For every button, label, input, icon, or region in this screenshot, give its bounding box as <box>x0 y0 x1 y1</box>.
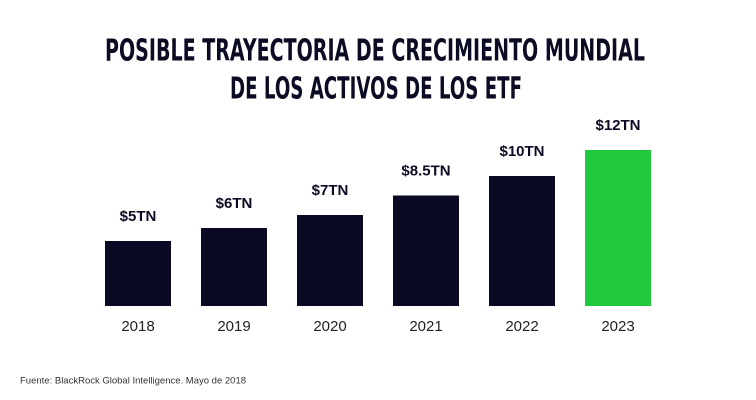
value-label: $5TN <box>120 208 157 225</box>
chart-title: DE LOS ACTIVOS DE LOS ETF <box>230 72 522 107</box>
bar <box>105 241 171 306</box>
bar <box>489 176 555 306</box>
x-tick-label: 2021 <box>409 318 442 335</box>
chart-title: POSIBLE TRAYECTORIA DE CRECIMIENTO MUNDI… <box>105 34 645 69</box>
x-tick-label: 2022 <box>505 318 538 335</box>
bar <box>201 228 267 306</box>
value-label: $7TN <box>312 182 349 199</box>
value-label: $6TN <box>216 195 253 212</box>
x-tick-label: 2019 <box>217 318 250 335</box>
x-tick-label: 2023 <box>601 318 634 335</box>
bar <box>393 195 459 306</box>
value-label: $10TN <box>499 143 544 160</box>
value-label: $12TN <box>595 117 640 134</box>
bar <box>585 150 651 306</box>
bar <box>297 215 363 306</box>
x-tick-label: 2018 <box>121 318 154 335</box>
source-note: Fuente: BlackRock Global Intelligence. M… <box>20 376 246 387</box>
value-label: $8.5TN <box>401 162 450 179</box>
x-tick-label: 2020 <box>313 318 346 335</box>
